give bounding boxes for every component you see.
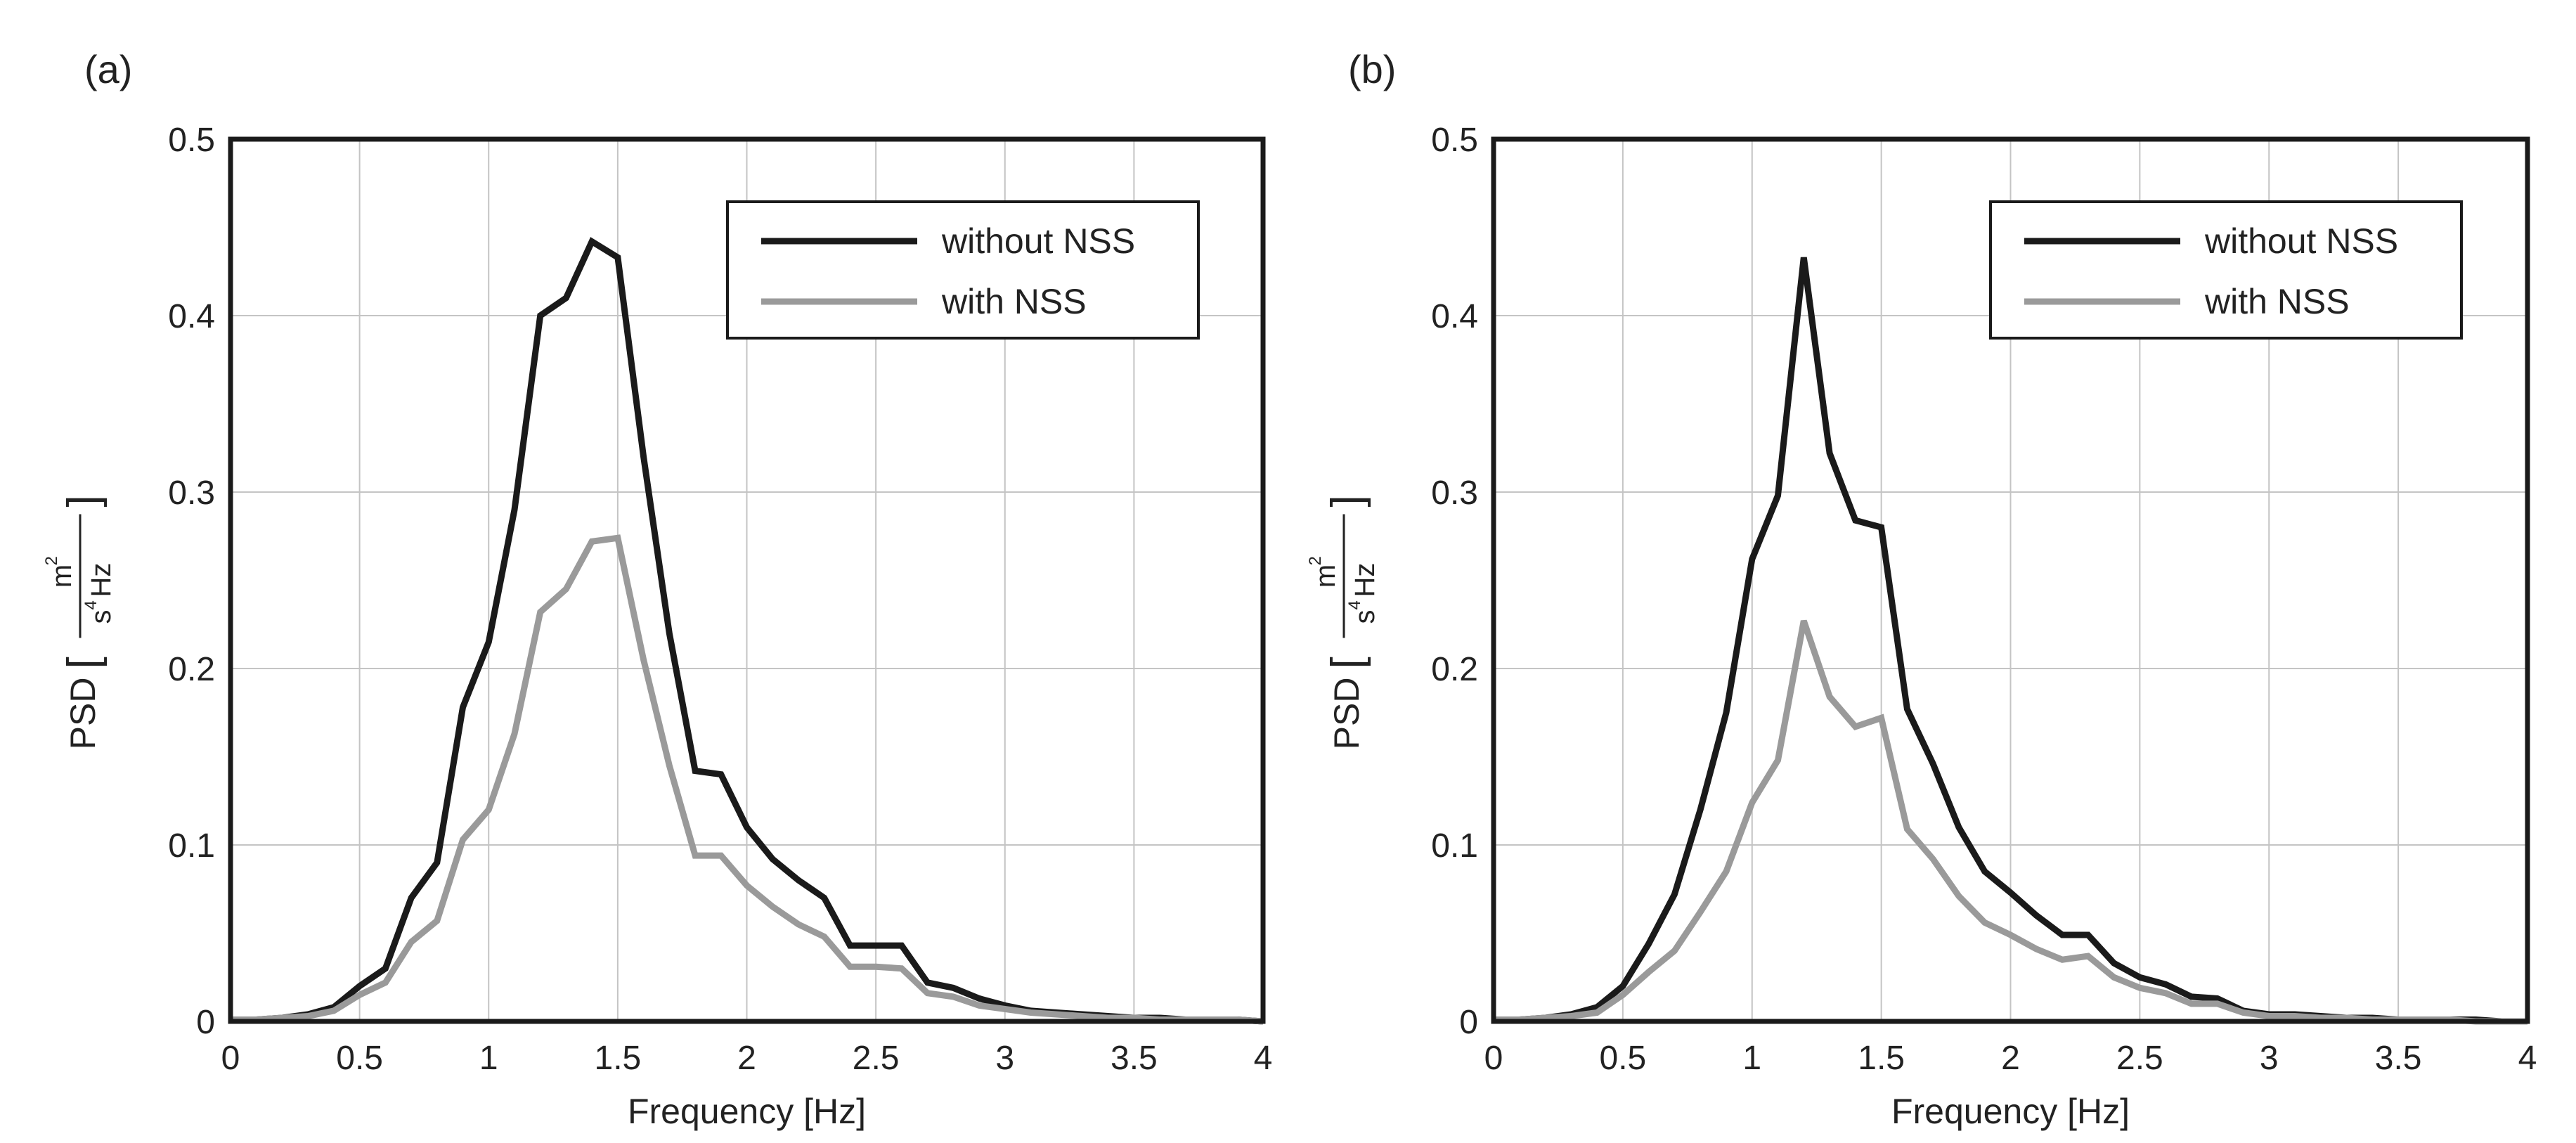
legend: without NSS with NSS [1989, 200, 2463, 340]
legend-label: without NSS [2204, 221, 2398, 261]
x-tick-label: 3.5 [2375, 1040, 2422, 1077]
x-tick-label: 4 [1254, 1040, 1273, 1077]
x-tick-label: 0.5 [336, 1040, 383, 1077]
y-unit-numerator-exponent: 2 [1306, 556, 1325, 565]
plot-frame [1491, 136, 2530, 1024]
y-axis-title: PSD [ m2 s4 Hz] [42, 495, 117, 749]
y-tick-label: 0.3 [1431, 474, 1478, 512]
x-tick-label: 3 [2260, 1040, 2279, 1077]
y-tick-label: 0.5 [1431, 122, 1478, 159]
y-unit-denominator-tail: Hz [1350, 563, 1380, 598]
x-tick-label: 1.5 [1858, 1040, 1905, 1077]
y-axis-label: PSD [63, 678, 103, 750]
x-axis-title: Frequency [Hz] [628, 1092, 866, 1131]
x-tick-label: 0 [1484, 1040, 1503, 1077]
y-tick-label: 0 [1459, 1004, 1478, 1041]
x-tick-label: 2 [2001, 1040, 2020, 1077]
x-tick-label: 1 [479, 1040, 498, 1077]
y-tick-label: 0.2 [1431, 651, 1478, 688]
x-tick-label: 1.5 [595, 1040, 642, 1077]
series-line-with-nss [1494, 619, 2528, 1025]
legend-label: without NSS [941, 221, 1135, 261]
y-unit-denominator-base: s [86, 610, 117, 624]
legend: without NSS with NSS [726, 200, 1200, 340]
panel-label: (b) [1348, 47, 1396, 91]
y-unit-denominator-exponent: 4 [82, 600, 101, 609]
y-tick-label: 0.4 [168, 298, 215, 335]
x-tick-label: 2 [737, 1040, 756, 1077]
x-tick-label: 1 [1742, 1040, 1761, 1077]
y-unit-bracket-left: [ [59, 657, 108, 669]
x-tick-label: 0 [221, 1040, 240, 1077]
x-tick-label: 0.5 [1600, 1040, 1647, 1077]
y-unit-denominator-tail: Hz [86, 563, 117, 598]
plot-frame [228, 136, 1266, 1024]
x-tick-label: 3 [995, 1040, 1014, 1077]
y-tick-label: 0 [196, 1004, 215, 1041]
y-tick-label: 0.3 [168, 474, 215, 512]
series-line-with-nss [231, 534, 1264, 1025]
y-tick-label: 0.2 [168, 651, 215, 688]
y-unit-bracket-left: [ [1323, 657, 1371, 669]
y-unit-denominator-base: s [1350, 610, 1380, 624]
y-tick-label: 0.4 [1431, 298, 1478, 335]
x-tick-label: 2.5 [2116, 1040, 2163, 1077]
y-tick-label: 0.1 [1431, 827, 1478, 865]
x-tick-label: 2.5 [853, 1040, 900, 1077]
y-axis-label: PSD [1327, 678, 1366, 750]
legend-box [1989, 200, 2463, 340]
y-axis-title: PSD [ m2 s4 Hz] [1306, 495, 1380, 749]
y-unit-numerator-exponent: 2 [42, 556, 61, 565]
chart-panel-a: (a) 0 0.5 1 1.5 2 2.5 3 3.5 4 0 0.1 0.2 0.3 0.4 0.5 Freq… [42, 47, 1272, 1131]
legend-box [726, 200, 1200, 340]
x-axis-title: Frequency [Hz] [1891, 1092, 2130, 1131]
x-tick-label: 3.5 [1111, 1040, 1158, 1077]
legend-label: with NSS [941, 282, 1087, 321]
legend-label: with NSS [2204, 282, 2350, 321]
y-unit-bracket-right: ] [1323, 495, 1371, 507]
y-unit-denominator-exponent: 4 [1345, 600, 1364, 609]
x-tick-label: 4 [2518, 1040, 2537, 1077]
panel-label: (a) [84, 47, 132, 91]
y-unit-numerator: m [46, 564, 77, 588]
chart-panel-b: (b) 0 0.5 1 1.5 2 2.5 3 3.5 4 0 0.1 0.2 0.3 0.4 0.5 Freq… [1306, 47, 2537, 1131]
y-unit-numerator: m [1310, 564, 1341, 588]
y-tick-label: 0.5 [168, 122, 215, 159]
y-unit-bracket-right: ] [59, 495, 108, 507]
y-tick-label: 0.1 [168, 827, 215, 865]
